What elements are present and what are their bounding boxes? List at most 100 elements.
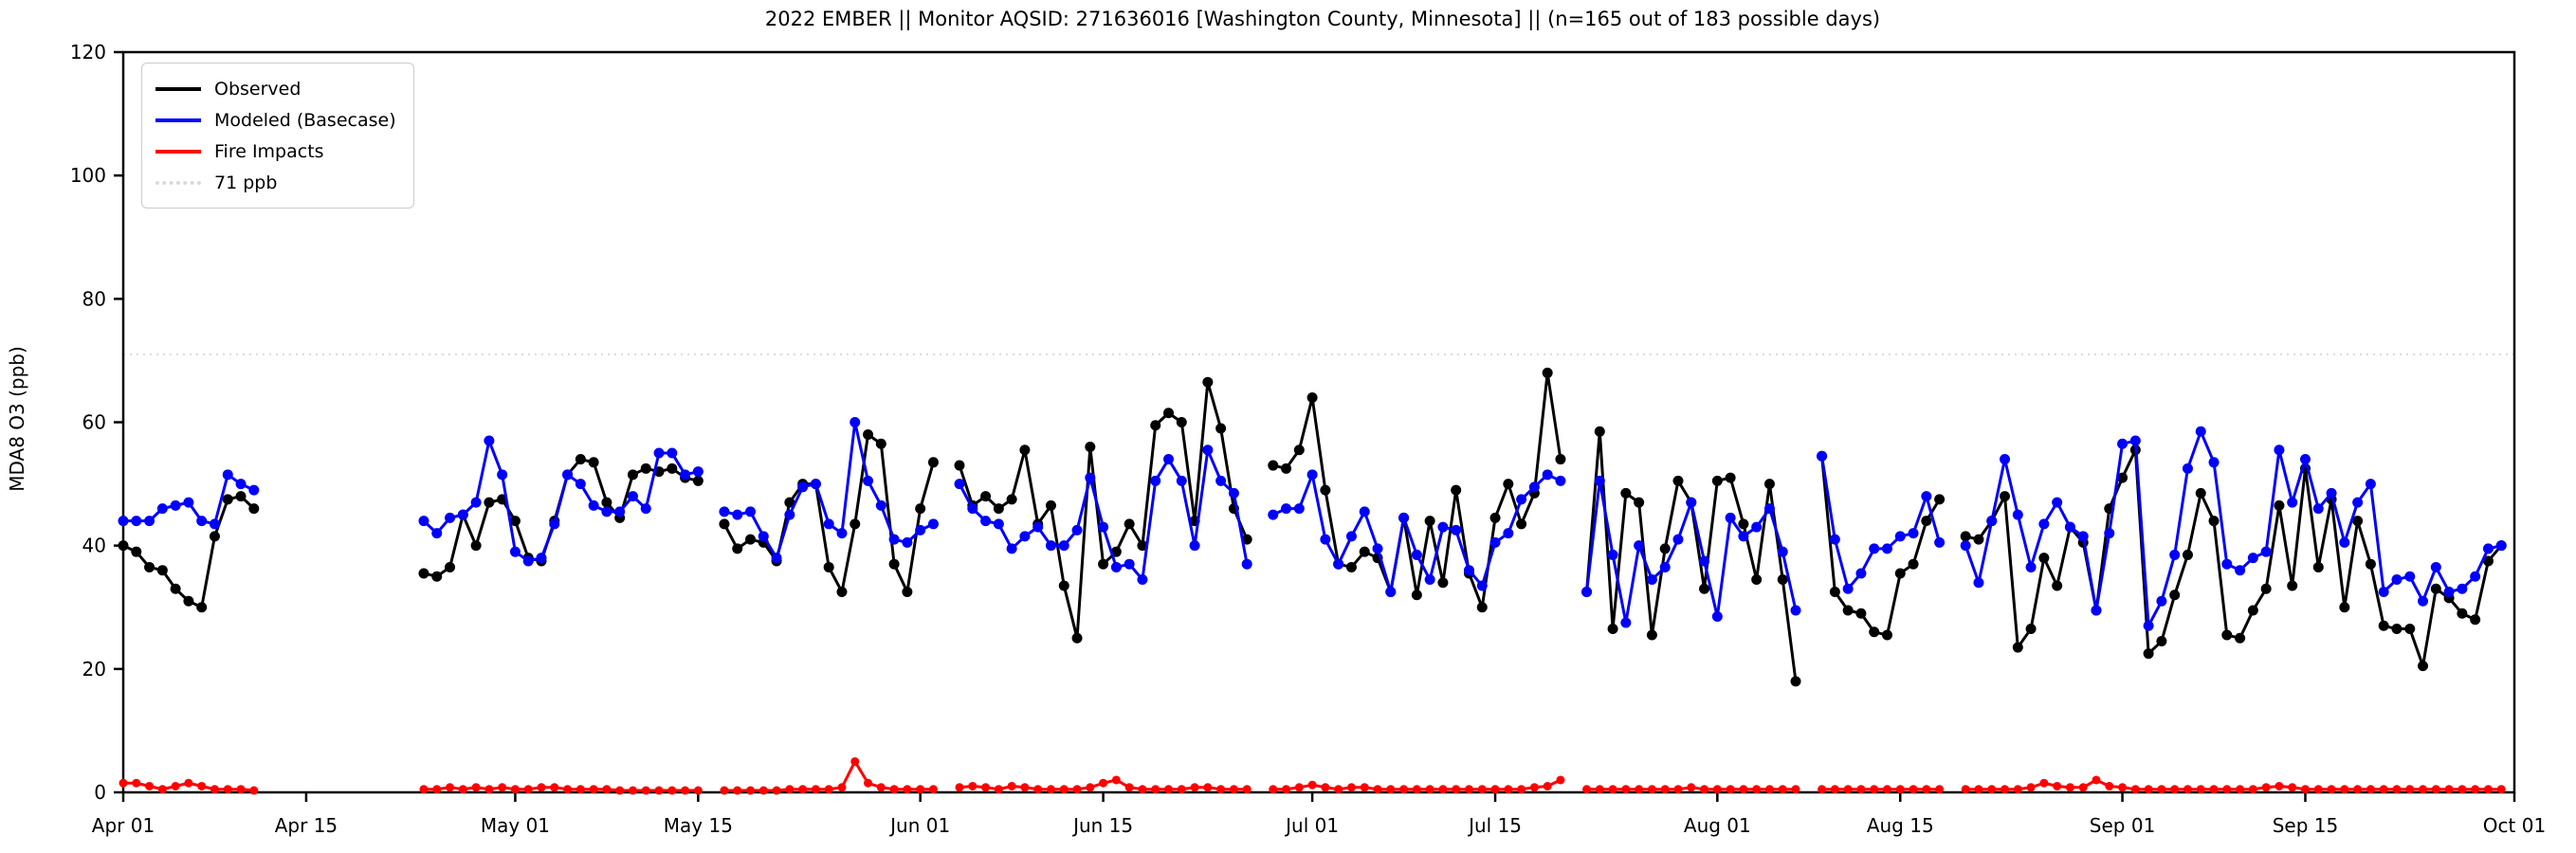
data-point	[2235, 632, 2246, 644]
data-point	[1528, 481, 1540, 493]
data-point	[1476, 602, 1488, 613]
data-point	[144, 516, 155, 527]
data-point	[1293, 503, 1305, 515]
data-point	[118, 540, 129, 552]
data-point	[588, 499, 599, 511]
data-point	[2300, 785, 2310, 794]
data-point	[1085, 442, 1096, 453]
data-point	[785, 785, 795, 794]
data-point	[1711, 611, 1723, 623]
data-point	[1151, 785, 1160, 794]
data-point	[2222, 785, 2232, 794]
data-point	[1869, 626, 1880, 638]
data-point	[928, 785, 938, 794]
data-point	[680, 469, 691, 481]
data-point	[2378, 586, 2389, 597]
data-point	[667, 447, 678, 459]
x-tick-label: May 01	[481, 814, 550, 837]
data-point	[1607, 549, 1618, 560]
data-point	[471, 783, 481, 792]
data-point	[2470, 614, 2481, 626]
data-point	[2156, 636, 2167, 647]
data-point	[1476, 580, 1488, 591]
data-point	[575, 785, 585, 794]
data-point	[2039, 778, 2049, 788]
data-point	[589, 785, 598, 794]
data-point	[888, 558, 900, 570]
data-point	[1556, 775, 1565, 785]
data-point	[2077, 531, 2089, 542]
data-point	[640, 503, 651, 515]
data-point	[980, 516, 992, 527]
data-point	[2260, 583, 2272, 594]
data-point	[157, 785, 167, 794]
data-point	[667, 463, 678, 474]
data-point	[1542, 367, 1553, 378]
data-point	[549, 518, 560, 530]
data-point	[810, 479, 821, 490]
series-modeled-basecase-	[118, 417, 2507, 631]
data-point	[419, 785, 429, 794]
data-point	[119, 778, 128, 788]
data-point	[601, 497, 612, 508]
data-point	[836, 586, 848, 597]
data-point	[2379, 785, 2388, 794]
data-point	[2327, 785, 2336, 794]
data-point	[1045, 540, 1056, 552]
data-point	[458, 785, 467, 794]
data-point	[1686, 497, 1697, 508]
data-point	[2170, 785, 2180, 794]
data-point	[522, 555, 534, 567]
data-point	[2274, 499, 2285, 511]
data-point	[1268, 509, 1279, 520]
data-point	[1516, 518, 1527, 530]
data-point	[1660, 785, 1670, 794]
data-point	[1111, 775, 1121, 785]
data-point	[1411, 590, 1422, 601]
data-point	[222, 469, 233, 481]
data-point	[2391, 624, 2402, 635]
data-point	[1555, 475, 1566, 486]
data-point	[562, 469, 574, 481]
series-line	[423, 786, 699, 792]
data-point	[1894, 531, 1906, 542]
x-tick-label: Jun 01	[888, 814, 950, 837]
data-point	[537, 783, 546, 792]
data-point	[1006, 543, 1017, 554]
data-point	[1608, 785, 1617, 794]
data-point	[2208, 516, 2220, 527]
data-point	[1738, 518, 1749, 530]
data-point	[1333, 558, 1344, 570]
x-tick-label: Jul 15	[1467, 814, 1522, 837]
x-tick-label: Jul 01	[1284, 814, 1339, 837]
data-point	[2313, 785, 2323, 794]
data-point	[2000, 491, 2011, 502]
data-point	[2275, 781, 2284, 790]
data-point	[850, 518, 861, 530]
data-point	[2025, 561, 2037, 572]
data-point	[432, 785, 442, 794]
data-point	[1764, 785, 1774, 794]
data-point	[2353, 785, 2363, 794]
data-point	[588, 457, 599, 468]
data-point	[1581, 586, 1593, 597]
legend-label: Modeled (Basecase)	[214, 109, 396, 131]
data-point	[575, 454, 586, 465]
data-point	[1712, 785, 1722, 794]
data-point	[575, 479, 586, 490]
data-point	[863, 429, 874, 441]
data-point	[1189, 540, 1200, 552]
legend-item: Modeled (Basecase)	[155, 104, 396, 136]
x-tick-label: Sep 15	[2273, 814, 2339, 837]
data-point	[1098, 521, 1109, 533]
data-point	[1216, 785, 1226, 794]
data-point	[1738, 531, 1749, 542]
data-point	[2391, 573, 2402, 585]
data-point	[2366, 785, 2375, 794]
data-point	[2248, 785, 2257, 794]
data-point	[2443, 586, 2455, 597]
data-point	[2052, 497, 2063, 508]
data-point	[1646, 629, 1657, 641]
data-point	[719, 506, 730, 517]
data-point	[1699, 583, 1710, 594]
